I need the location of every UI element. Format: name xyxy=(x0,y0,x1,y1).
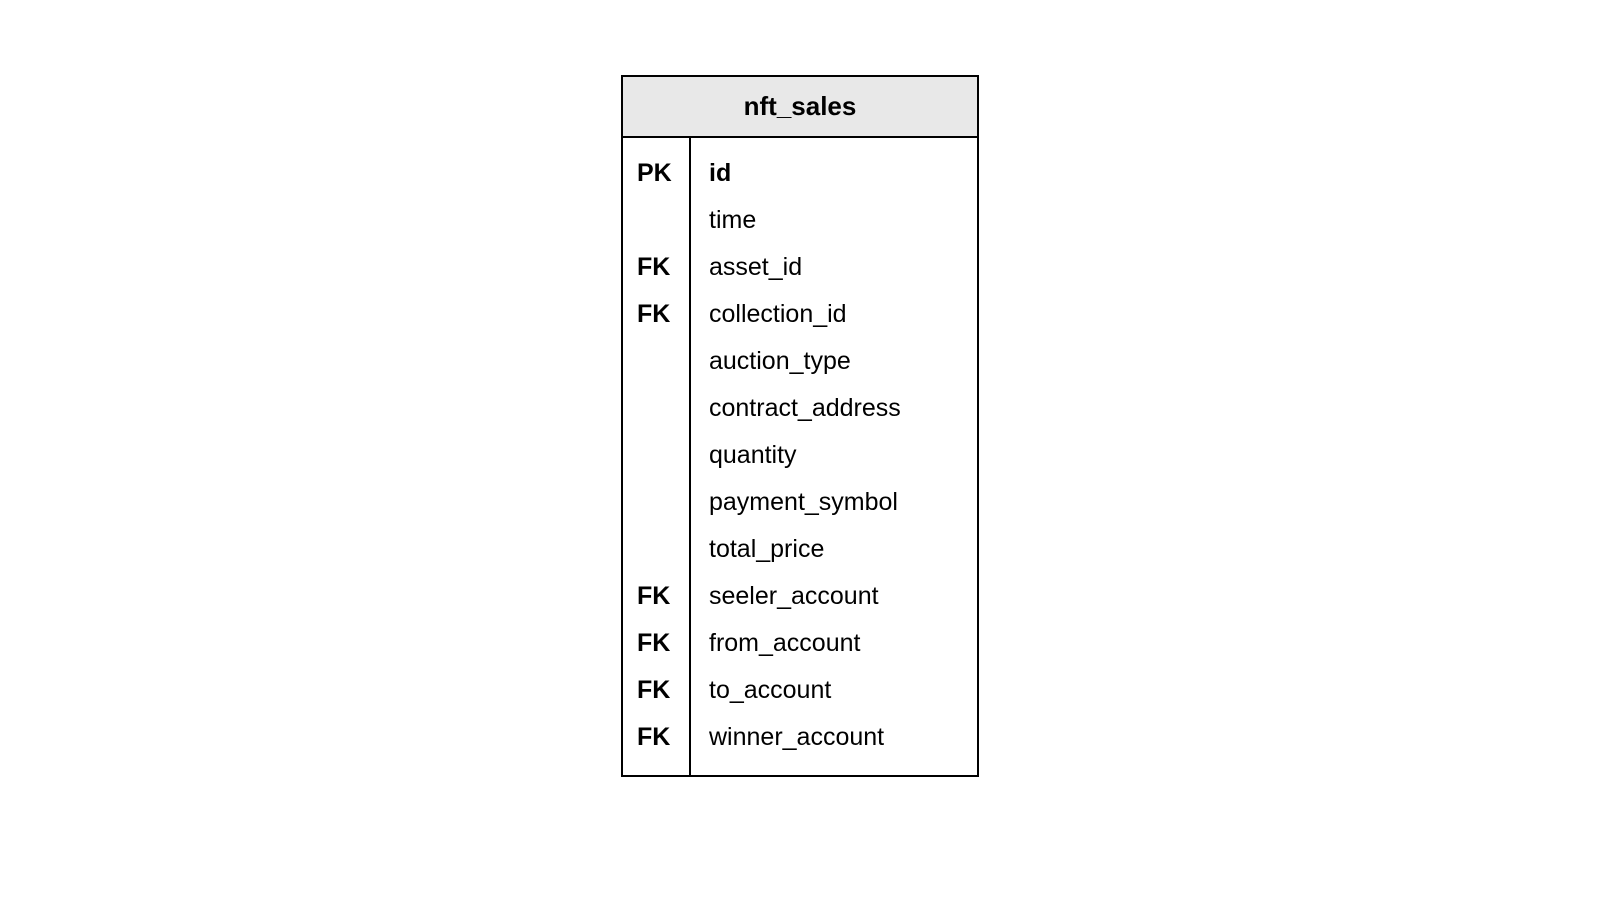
key-cell: FK xyxy=(637,291,689,338)
key-cell xyxy=(637,479,689,526)
key-cell xyxy=(637,526,689,573)
field-column: id time asset_id collection_id auction_t… xyxy=(691,138,977,775)
entity-body: PK FK FK FK FK FK FK id time asset_id co… xyxy=(623,138,977,775)
field-cell: payment_symbol xyxy=(709,479,977,526)
field-cell: id xyxy=(709,150,977,197)
key-cell: PK xyxy=(637,150,689,197)
key-cell xyxy=(637,197,689,244)
field-cell: total_price xyxy=(709,526,977,573)
key-cell: FK xyxy=(637,667,689,714)
field-cell: to_account xyxy=(709,667,977,714)
key-cell: FK xyxy=(637,620,689,667)
field-cell: time xyxy=(709,197,977,244)
field-cell: winner_account xyxy=(709,714,977,761)
field-cell: collection_id xyxy=(709,291,977,338)
key-column: PK FK FK FK FK FK FK xyxy=(623,138,691,775)
field-cell: quantity xyxy=(709,432,977,479)
field-cell: asset_id xyxy=(709,244,977,291)
key-cell xyxy=(637,338,689,385)
field-cell: auction_type xyxy=(709,338,977,385)
entity-title: nft_sales xyxy=(623,77,977,138)
field-cell: from_account xyxy=(709,620,977,667)
entity-table: nft_sales PK FK FK FK FK FK FK id time a… xyxy=(621,75,979,777)
field-cell: contract_address xyxy=(709,385,977,432)
field-cell: seeler_account xyxy=(709,573,977,620)
key-cell: FK xyxy=(637,573,689,620)
key-cell xyxy=(637,385,689,432)
key-cell: FK xyxy=(637,244,689,291)
key-cell xyxy=(637,432,689,479)
key-cell: FK xyxy=(637,714,689,761)
